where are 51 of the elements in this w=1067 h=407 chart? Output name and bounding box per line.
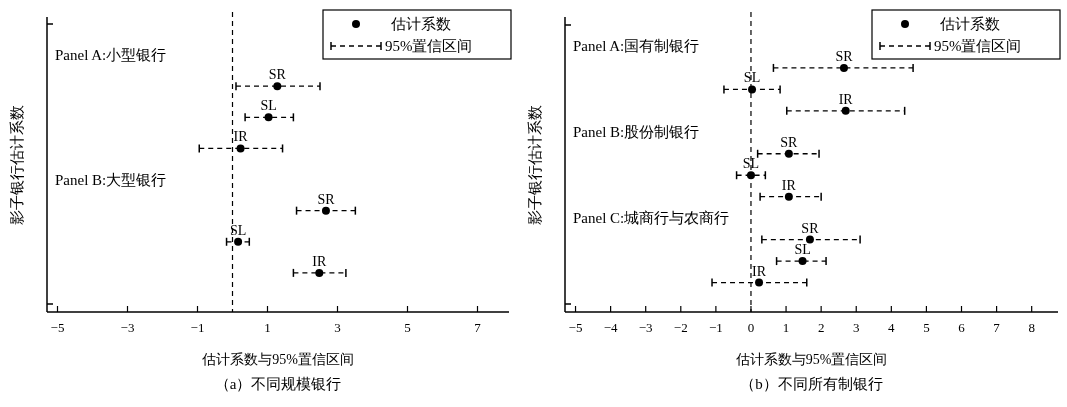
y-tick-label: IR bbox=[312, 253, 327, 269]
y-tick-label: SL bbox=[260, 98, 277, 114]
x-tick-label: −3 bbox=[120, 320, 135, 335]
x-tick-label: 3 bbox=[852, 320, 860, 335]
x-tick-label: 5 bbox=[404, 320, 411, 335]
x-tick-label: 7 bbox=[993, 320, 1001, 335]
text: （a）不同规模银行 bbox=[214, 376, 342, 392]
y-tick-label: IR bbox=[781, 177, 797, 193]
annotation: 95%置信区间 bbox=[385, 38, 473, 54]
y-tick-label: SR bbox=[801, 220, 820, 236]
legend-label: 估计系数 bbox=[939, 16, 1000, 32]
y-tick-label: Panel A:小型银行 bbox=[55, 47, 167, 64]
legend-label: 估计系数 bbox=[390, 16, 451, 32]
y-tick-label: SR bbox=[835, 48, 854, 64]
y-tick-label: SR bbox=[317, 191, 336, 207]
x-tick-label: 4 bbox=[888, 320, 896, 335]
x-tick-label: −2 bbox=[673, 320, 688, 335]
x-tick-label: −4 bbox=[603, 320, 619, 335]
y-tick-label: Panel A:国有制银行 bbox=[573, 38, 700, 55]
y-tick-label: SL bbox=[743, 70, 761, 86]
y-tick-label: IR bbox=[838, 91, 854, 107]
y-tick-label: IR bbox=[233, 129, 249, 145]
y-tick-label: IR bbox=[752, 263, 767, 279]
y-tick-label: Panel C:城商行与农商行 bbox=[573, 210, 730, 227]
x-tick-label: 8 bbox=[1028, 320, 1035, 335]
x-tick-label: 6 bbox=[958, 320, 966, 335]
annotation: 95%置信区间 bbox=[934, 38, 1022, 54]
x-tick-label: −5 bbox=[568, 320, 583, 335]
x-tick-label: 3 bbox=[334, 320, 341, 335]
x-axis-title: 估计系数与95%置信区间 bbox=[201, 352, 354, 367]
y-tick-label: SL bbox=[742, 156, 760, 172]
y-tick-label: SL bbox=[794, 242, 811, 258]
y-axis-title: 影子银行估计系数 bbox=[527, 104, 543, 225]
x-tick-label: −1 bbox=[708, 320, 723, 335]
y-tick-label: Panel B:股份制银行 bbox=[573, 124, 700, 141]
text: （b）不同所有制银行 bbox=[740, 376, 883, 392]
x-tick-label: −1 bbox=[190, 320, 205, 335]
x-tick-label: 5 bbox=[923, 320, 930, 335]
x-tick-label: 7 bbox=[474, 320, 482, 335]
y-tick-label: SR bbox=[780, 134, 799, 150]
x-axis-title: 估计系数与95%置信区间 bbox=[734, 352, 888, 367]
x-tick-label: 0 bbox=[747, 320, 755, 335]
y-axis-title: 影子银行估计系数 bbox=[9, 104, 25, 225]
x-tick-label: −3 bbox=[638, 320, 653, 335]
x-tick-label: 1 bbox=[264, 320, 271, 335]
y-tick-label: Panel B:大型银行 bbox=[55, 171, 167, 188]
x-tick-label: 2 bbox=[817, 320, 825, 335]
x-tick-label: 1 bbox=[782, 320, 790, 335]
x-tick-label: −5 bbox=[50, 320, 65, 335]
y-tick-label: SL bbox=[229, 222, 247, 238]
y-tick-label: SR bbox=[268, 67, 287, 83]
